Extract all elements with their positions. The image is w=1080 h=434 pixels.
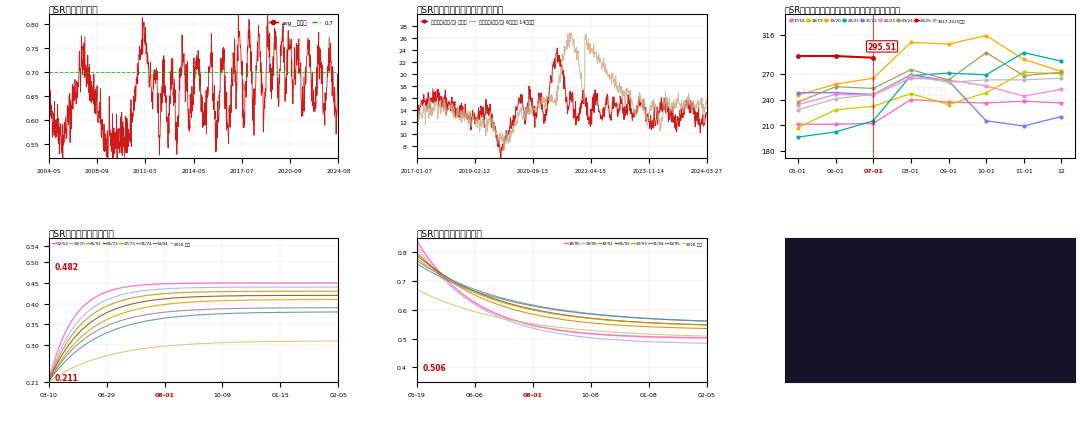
23/24 bbox=[904, 68, 917, 73]
23/24 bbox=[792, 100, 805, 105]
Legend: 17/18, 18/19, 19/20, 20/21, 21/22, 22/23, 23/24, 24/25, 2017-2025均值: 17/18, 18/19, 19/20, 20/21, 21/22, 22/23… bbox=[787, 17, 967, 25]
22/23 bbox=[867, 93, 880, 99]
2017-2025均值 bbox=[942, 81, 955, 86]
22/23 bbox=[1017, 94, 1030, 99]
22/23 bbox=[829, 92, 842, 98]
Line: 19/20: 19/20 bbox=[797, 35, 1063, 97]
18/19 bbox=[1055, 72, 1068, 77]
Text: 《SR》巴西中南部制糖比: 《SR》巴西中南部制糖比 bbox=[49, 228, 114, 237]
17/18 bbox=[829, 122, 842, 128]
19/20 bbox=[867, 76, 880, 82]
20/21 bbox=[829, 130, 842, 135]
Text: 295.51: 295.51 bbox=[867, 43, 896, 52]
Text: 紫金天风期货: 紫金天风期货 bbox=[544, 85, 579, 95]
Text: 紫金天风期货: 紫金天风期货 bbox=[176, 308, 212, 318]
21/22 bbox=[867, 92, 880, 98]
18/19 bbox=[792, 126, 805, 131]
21/22 bbox=[792, 91, 805, 96]
20/21 bbox=[980, 73, 993, 78]
Text: 0.482: 0.482 bbox=[54, 263, 79, 272]
20/21 bbox=[792, 135, 805, 140]
22/23 bbox=[792, 103, 805, 108]
17/18 bbox=[867, 122, 880, 127]
2017-2025均值 bbox=[1017, 78, 1030, 83]
17/18 bbox=[980, 101, 993, 106]
Text: 紫金天风期货: 紫金天风期货 bbox=[912, 85, 947, 95]
2017-2025均值 bbox=[829, 97, 842, 102]
2017-2025均值 bbox=[867, 92, 880, 98]
18/19 bbox=[942, 103, 955, 108]
17/18 bbox=[942, 100, 955, 105]
2017-2025均值 bbox=[1055, 76, 1068, 82]
21/22 bbox=[829, 91, 842, 96]
20/21 bbox=[1017, 51, 1030, 56]
Line: 20/21: 20/21 bbox=[797, 52, 1063, 139]
19/20 bbox=[829, 82, 842, 88]
19/20 bbox=[792, 93, 805, 99]
22/23 bbox=[980, 84, 993, 89]
21/22 bbox=[904, 73, 917, 78]
23/24 bbox=[942, 78, 955, 83]
Legend: 平均价格(美分/磅) 当前值, 期货价格(美元/磅) 6月均价 14月均价: 平均价格(美分/磅) 当前值, 期货价格(美元/磅) 6月均价 14月均价 bbox=[419, 18, 536, 26]
Legend: 52/53, 19/70, 35/91, 31/72, 27/73, 31/74, 34/04, 2018-均值: 52/53, 19/70, 35/91, 31/72, 27/73, 31/74… bbox=[51, 240, 192, 247]
Line: 17/18: 17/18 bbox=[797, 99, 1063, 126]
20/21 bbox=[1055, 59, 1068, 65]
18/19 bbox=[904, 92, 917, 97]
Legend: avg__均价量, 0.7: avg__均价量, 0.7 bbox=[267, 18, 336, 29]
19/20 bbox=[1055, 69, 1068, 75]
17/18 bbox=[1055, 101, 1068, 106]
20/21 bbox=[942, 71, 955, 76]
21/22 bbox=[1055, 115, 1068, 120]
Text: 《SR》巴西中南部制醇比: 《SR》巴西中南部制醇比 bbox=[417, 228, 483, 237]
18/19 bbox=[867, 105, 880, 110]
22/23 bbox=[904, 76, 917, 82]
Legend: 18/95, 19/96, 30/91, 31/92, 33/93, 31/94, 34/95, 2018-均值: 18/95, 19/96, 30/91, 31/92, 33/93, 31/94… bbox=[563, 240, 704, 247]
2017-2025均值 bbox=[904, 74, 917, 79]
Text: 《SR》巴西国际含水乙醇历所期价: 《SR》巴西国际含水乙醇历所期价 bbox=[417, 6, 504, 14]
23/24 bbox=[1055, 70, 1068, 76]
19/20 bbox=[942, 43, 955, 48]
17/18 bbox=[904, 98, 917, 103]
Text: 《SR》巴西醇油比: 《SR》巴西醇油比 bbox=[49, 6, 98, 14]
23/24 bbox=[1017, 74, 1030, 79]
2017-2025均值 bbox=[980, 78, 993, 83]
Text: 0.506: 0.506 bbox=[422, 363, 446, 372]
24/25 bbox=[867, 56, 880, 61]
20/21 bbox=[867, 119, 880, 124]
21/22 bbox=[942, 79, 955, 84]
22/23 bbox=[1055, 88, 1068, 93]
19/20 bbox=[1017, 58, 1030, 63]
18/19 bbox=[980, 91, 993, 96]
17/18 bbox=[792, 122, 805, 128]
21/22 bbox=[980, 119, 993, 124]
Text: 紫金天风期货: 紫金天风期货 bbox=[544, 308, 579, 318]
23/24 bbox=[867, 87, 880, 92]
18/19 bbox=[1017, 70, 1030, 76]
22/23 bbox=[942, 78, 955, 83]
Line: 2017-2025均值: 2017-2025均值 bbox=[797, 75, 1063, 112]
24/25 bbox=[792, 54, 805, 59]
23/24 bbox=[980, 51, 993, 56]
Line: 23/24: 23/24 bbox=[797, 52, 1063, 104]
Text: 紫金天风期货: 紫金天风期货 bbox=[176, 85, 212, 95]
19/20 bbox=[980, 34, 993, 39]
Text: 《SR》巴西中南部乙醇月度销售情况（万立方米）: 《SR》巴西中南部乙醇月度销售情况（万立方米） bbox=[785, 6, 901, 14]
19/20 bbox=[904, 41, 917, 46]
Text: 0.211: 0.211 bbox=[54, 374, 78, 382]
Line: 22/23: 22/23 bbox=[797, 78, 1063, 107]
18/19 bbox=[829, 108, 842, 113]
Line: 21/22: 21/22 bbox=[797, 74, 1063, 128]
21/22 bbox=[1017, 124, 1030, 129]
23/24 bbox=[829, 85, 842, 90]
24/25 bbox=[829, 54, 842, 59]
Line: 18/19: 18/19 bbox=[797, 72, 1063, 130]
2017-2025均值 bbox=[792, 108, 805, 113]
20/21 bbox=[904, 74, 917, 79]
17/18 bbox=[1017, 99, 1030, 105]
Line: 24/25: 24/25 bbox=[796, 55, 875, 60]
